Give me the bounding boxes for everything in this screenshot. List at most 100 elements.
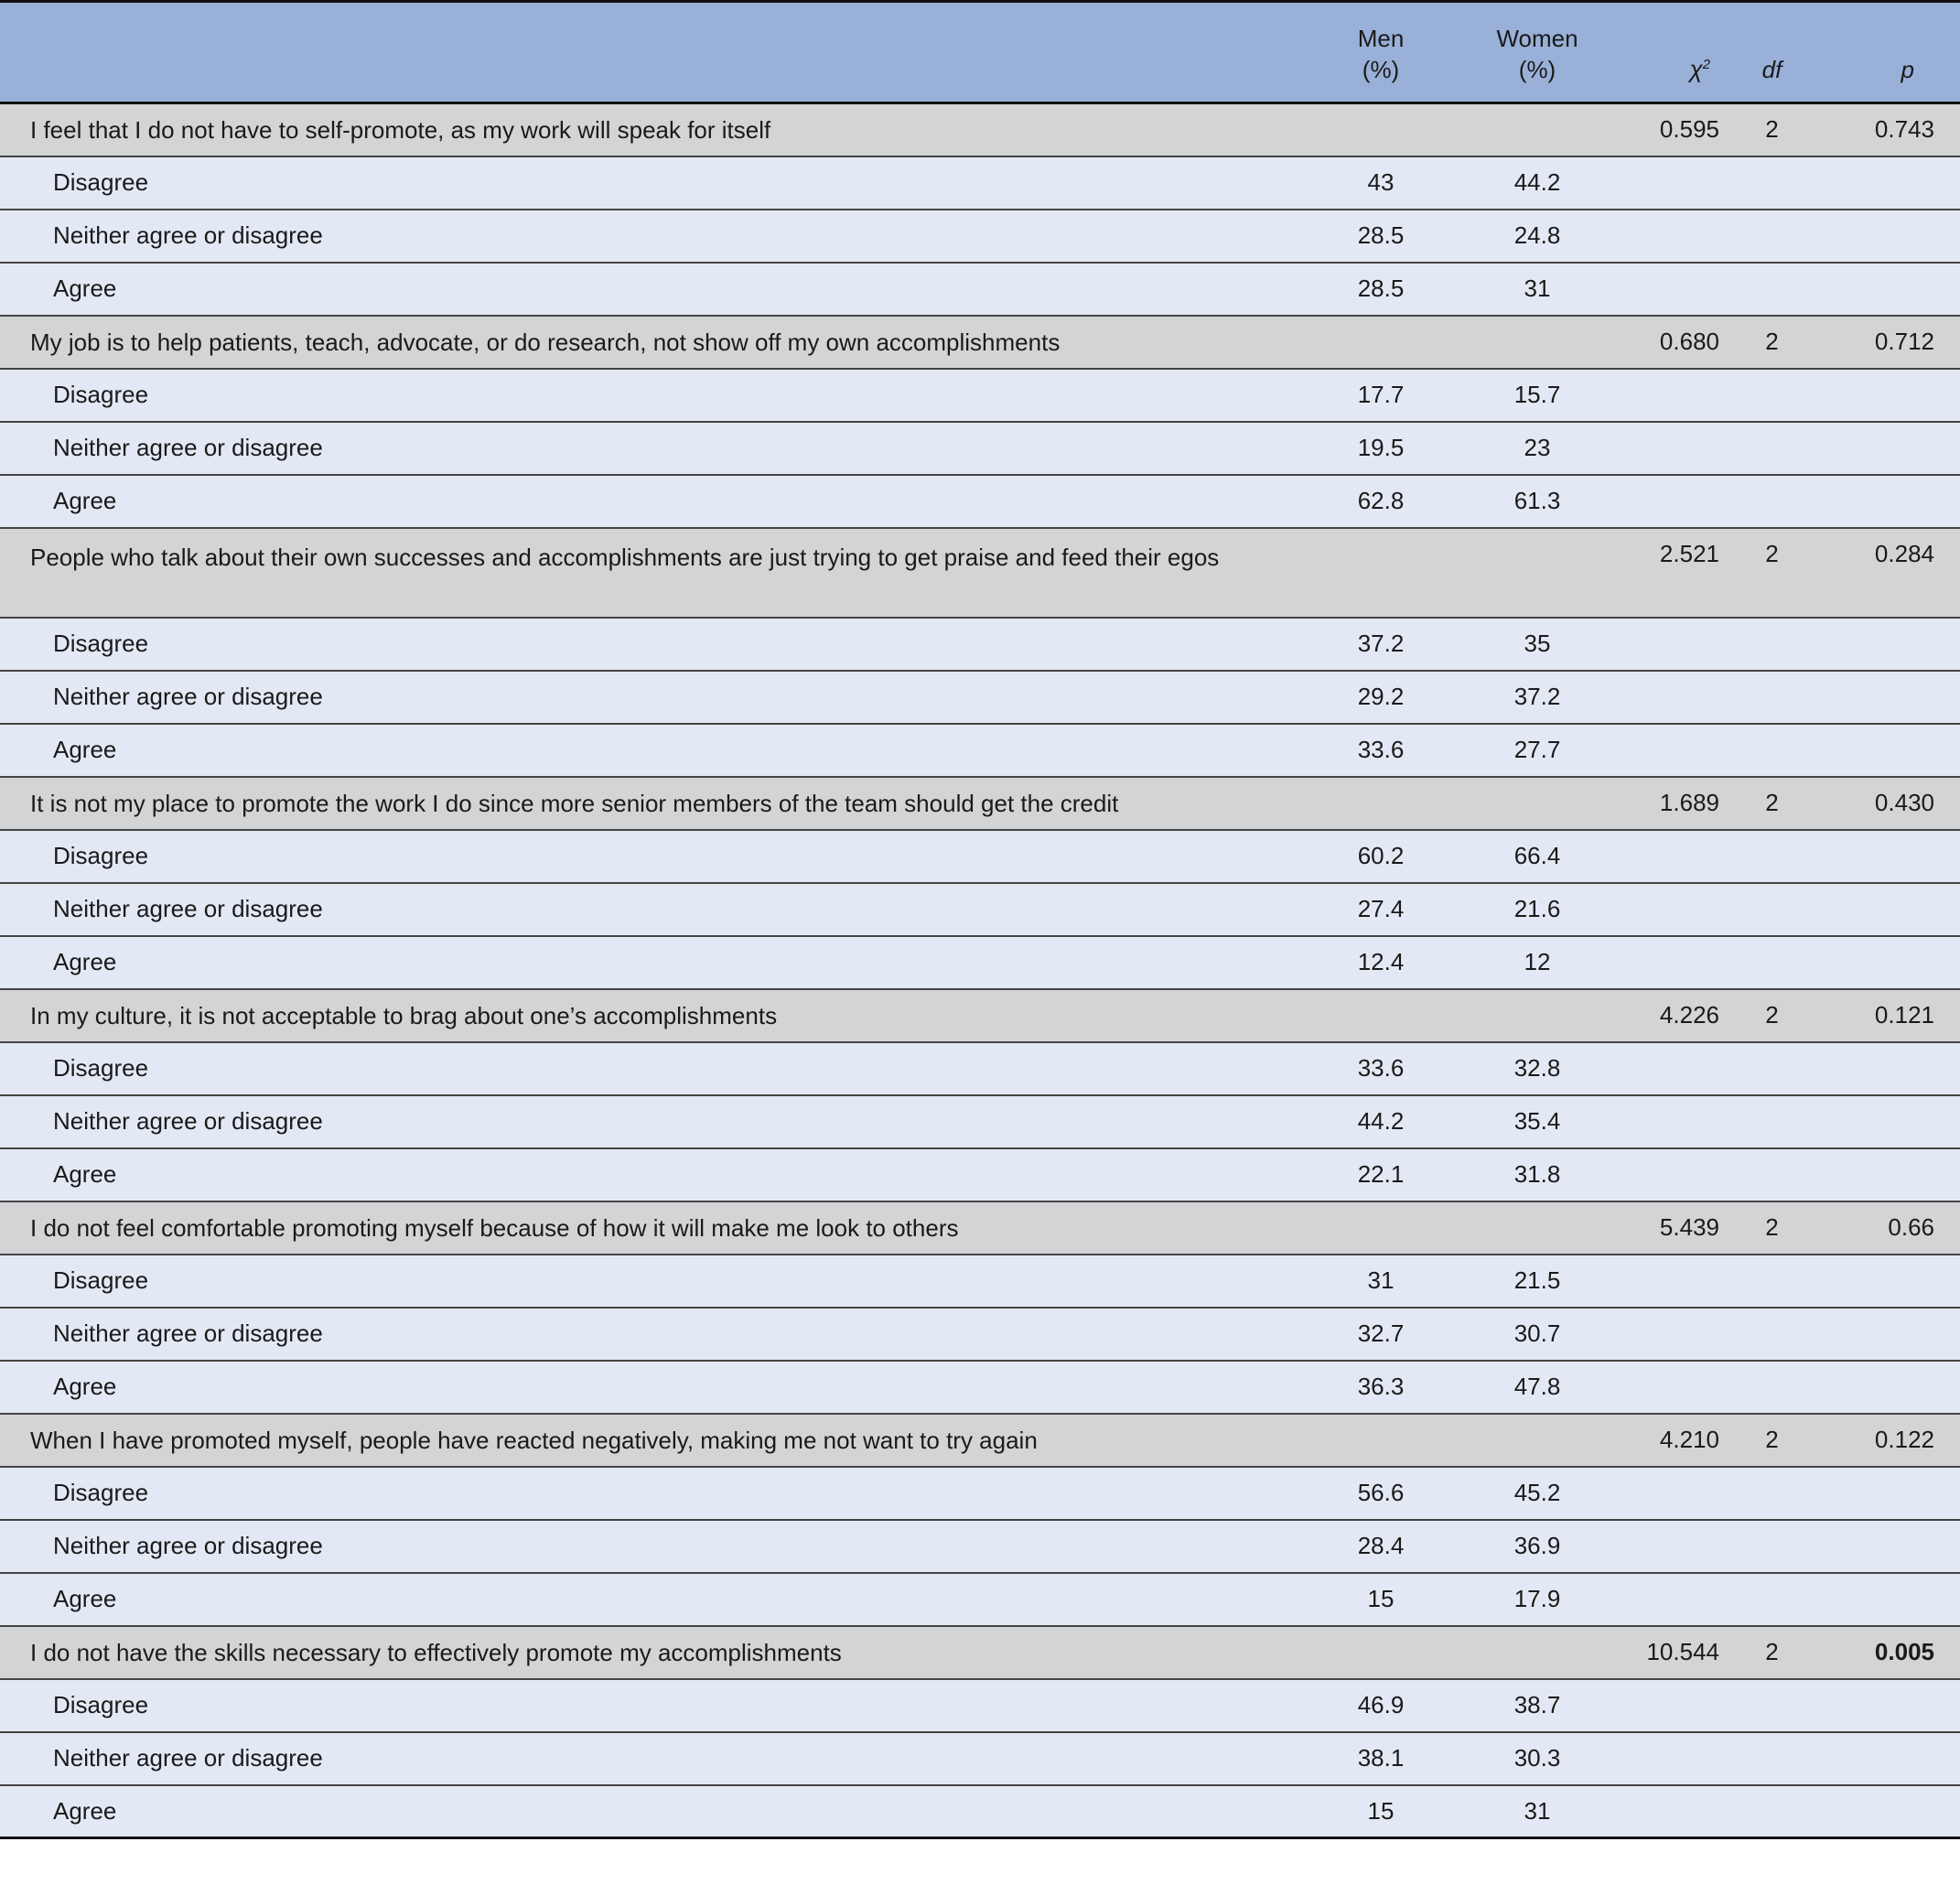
empty-cell — [1612, 1573, 1738, 1626]
response-row: Disagree 46.9 38.7 — [0, 1678, 1960, 1732]
men-percent: 33.6 — [1357, 736, 1405, 763]
women-percent: 23 — [1524, 434, 1551, 461]
question-row: I do not have the skills necessary to ef… — [0, 1625, 1960, 1679]
empty-cell — [1612, 1732, 1738, 1785]
chi-square-value: 10.544 — [1646, 1638, 1719, 1665]
women-percent: 45.2 — [1513, 1479, 1561, 1506]
women-cell — [1462, 1201, 1612, 1255]
response-row: Neither agree or disagree 28.5 24.8 — [0, 209, 1960, 263]
women-percent: 32.8 — [1513, 1054, 1561, 1082]
response-row: Disagree 56.6 45.2 — [0, 1466, 1960, 1520]
p-value: 0.005 — [1874, 1638, 1934, 1665]
question-text: People who talk about their own successe… — [30, 543, 1220, 571]
empty-cell — [1738, 618, 1806, 671]
response-row: Disagree 17.7 15.7 — [0, 368, 1960, 422]
women-percent: 17.9 — [1513, 1585, 1561, 1612]
empty-cell — [1806, 1573, 1960, 1626]
response-row: Agree 33.6 27.7 — [0, 723, 1960, 777]
empty-cell — [1612, 1095, 1738, 1148]
empty-cell — [1806, 369, 1960, 422]
men-percent: 62.8 — [1357, 487, 1405, 514]
empty-cell — [1612, 1520, 1738, 1573]
response-row: Agree 28.5 31 — [0, 262, 1960, 316]
empty-cell — [1738, 422, 1806, 475]
question-row: My job is to help patients, teach, advoc… — [0, 315, 1960, 369]
empty-cell — [1738, 1361, 1806, 1414]
response-row: Agree 15 31 — [0, 1784, 1960, 1838]
empty-cell — [1806, 422, 1960, 475]
response-row: Neither agree or disagree 44.2 35.4 — [0, 1094, 1960, 1148]
response-row: Neither agree or disagree 38.1 30.3 — [0, 1731, 1960, 1785]
women-percent: 36.9 — [1513, 1532, 1561, 1559]
question-text: In my culture, it is not acceptable to b… — [30, 1001, 778, 1029]
empty-cell — [1612, 1042, 1738, 1095]
response-label: Neither agree or disagree — [53, 1744, 323, 1772]
empty-cell — [1738, 263, 1806, 316]
empty-cell — [1806, 263, 1960, 316]
men-percent: 15 — [1367, 1796, 1395, 1825]
women-cell — [1462, 989, 1612, 1042]
response-label: Disagree — [53, 1691, 149, 1718]
response-row: Disagree 31 21.5 — [0, 1254, 1960, 1308]
df-value: 2 — [1765, 1213, 1779, 1241]
df-value: 2 — [1765, 789, 1779, 816]
empty-cell — [1612, 1785, 1738, 1838]
response-row: Neither agree or disagree 28.4 36.9 — [0, 1519, 1960, 1573]
response-row: Agree 36.3 47.8 — [0, 1360, 1960, 1414]
empty-cell — [1806, 156, 1960, 210]
p-value: 0.121 — [1874, 1001, 1934, 1029]
men-percent: 19.5 — [1357, 434, 1405, 461]
chi-square-value: 0.595 — [1659, 115, 1719, 144]
empty-cell — [1806, 1785, 1960, 1838]
header-p: p — [1901, 56, 1914, 83]
men-percent: 60.2 — [1357, 842, 1405, 869]
response-row: Disagree 33.6 32.8 — [0, 1041, 1960, 1095]
question-text: I feel that I do not have to self-promot… — [30, 115, 771, 144]
women-cell — [1462, 1626, 1612, 1679]
women-percent: 21.6 — [1513, 895, 1561, 922]
table-header: Men (%) Women (%) χ2 df p — [0, 1, 1960, 103]
df-value: 2 — [1765, 115, 1779, 144]
response-row: Agree 62.8 61.3 — [0, 474, 1960, 528]
empty-cell — [1738, 1148, 1806, 1201]
survey-results-table: Men (%) Women (%) χ2 df p I feel that I do… — [0, 1, 1960, 1838]
response-label: Neither agree or disagree — [53, 1532, 323, 1559]
empty-cell — [1738, 156, 1806, 210]
men-percent: 15 — [1367, 1585, 1395, 1612]
response-label: Disagree — [53, 630, 149, 657]
men-cell — [1299, 777, 1462, 830]
empty-cell — [1738, 210, 1806, 263]
women-percent: 27.7 — [1513, 736, 1561, 763]
empty-cell — [1738, 1095, 1806, 1148]
question-text: It is not my place to promote the work I… — [30, 789, 1119, 817]
men-cell — [1299, 103, 1462, 156]
p-value: 0.284 — [1874, 539, 1934, 567]
response-label: Neither agree or disagree — [53, 683, 323, 710]
header-chi-superscript: 2 — [1702, 57, 1710, 73]
p-value: 0.66 — [1888, 1213, 1934, 1241]
empty-cell — [1738, 1520, 1806, 1573]
question-row: I do not feel comfortable promoting myse… — [0, 1201, 1960, 1255]
women-percent: 21.5 — [1513, 1266, 1561, 1294]
empty-cell — [1806, 475, 1960, 528]
men-cell — [1299, 1626, 1462, 1679]
response-row: Disagree 60.2 66.4 — [0, 829, 1960, 883]
header-chi-square: χ2 — [1612, 2, 1738, 103]
header-women: Women (%) — [1462, 2, 1612, 103]
women-cell — [1462, 103, 1612, 156]
women-percent: 15.7 — [1513, 381, 1561, 408]
empty-cell — [1806, 671, 1960, 724]
empty-cell — [1612, 422, 1738, 475]
response-label: Disagree — [53, 381, 149, 408]
women-percent: 37.2 — [1513, 683, 1561, 710]
p-value: 0.122 — [1874, 1426, 1934, 1453]
men-percent: 28.5 — [1357, 275, 1405, 302]
empty-cell — [1738, 830, 1806, 883]
chi-square-value: 0.680 — [1659, 328, 1719, 355]
response-label: Disagree — [53, 168, 149, 196]
men-percent: 46.9 — [1357, 1691, 1405, 1718]
header-df: df — [1761, 56, 1782, 83]
empty-cell — [1806, 1148, 1960, 1201]
header-item-column — [0, 2, 1299, 103]
women-percent: 66.4 — [1513, 842, 1561, 869]
